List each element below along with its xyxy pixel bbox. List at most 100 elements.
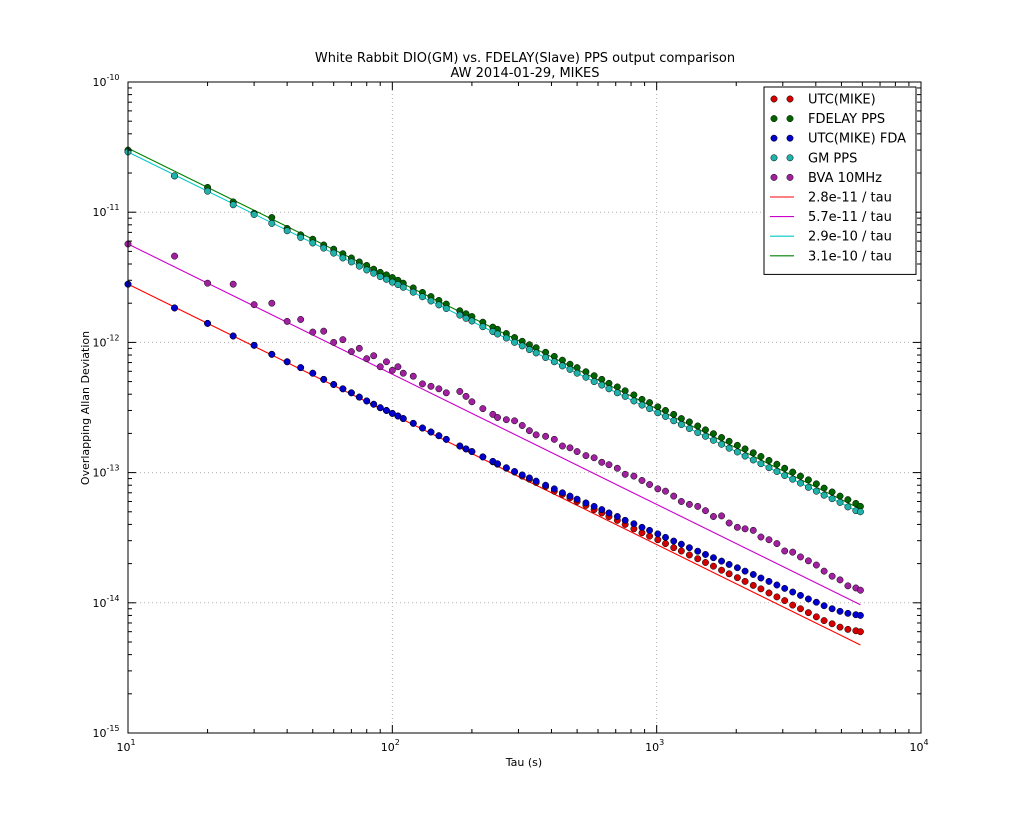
series-points — [124, 280, 864, 619]
legend-marker — [770, 95, 778, 103]
data-point — [797, 553, 804, 561]
chart-subtitle: AW 2014-01-29, MIKES — [450, 66, 599, 81]
data-point — [804, 483, 812, 491]
data-point — [613, 383, 621, 391]
data-point — [856, 508, 864, 516]
data-point — [685, 425, 693, 432]
data-point — [320, 327, 328, 335]
data-point — [812, 613, 820, 621]
data-point — [718, 512, 726, 520]
data-point — [820, 617, 828, 625]
legend-label: UTC(MIKE) FDA — [808, 132, 906, 147]
data-point — [376, 404, 384, 412]
data-point — [820, 567, 828, 575]
data-point — [399, 415, 407, 423]
data-point — [518, 471, 526, 479]
data-point — [741, 452, 749, 460]
data-point — [283, 358, 291, 366]
data-point — [613, 513, 621, 520]
data-point — [330, 381, 338, 388]
data-point — [518, 422, 526, 429]
data-point — [718, 434, 726, 441]
plot-frame — [127, 81, 922, 734]
data-point — [268, 219, 276, 227]
data-point — [804, 557, 812, 565]
data-point — [468, 317, 476, 325]
data-point — [468, 448, 476, 456]
data-point — [654, 485, 662, 493]
data-point — [702, 551, 709, 558]
x-axis-label: Tau (s) — [505, 756, 542, 769]
data-point — [370, 352, 378, 360]
data-point — [820, 602, 828, 610]
data-point — [725, 561, 733, 568]
data-point — [605, 461, 613, 469]
data-point — [677, 540, 685, 548]
data-point — [646, 526, 654, 534]
data-point — [363, 397, 371, 405]
data-point — [812, 598, 820, 606]
data-point — [613, 464, 621, 472]
data-point — [355, 393, 363, 401]
data-point — [494, 460, 501, 468]
data-point — [820, 484, 828, 492]
data-point — [363, 355, 371, 363]
data-point — [419, 380, 426, 388]
data-point — [725, 444, 733, 452]
data-point — [836, 607, 844, 615]
data-point — [598, 506, 606, 514]
data-point — [804, 595, 812, 603]
data-point — [654, 536, 662, 544]
data-point — [844, 503, 852, 511]
legend-marker — [770, 154, 778, 162]
data-point — [435, 301, 443, 309]
data-point — [435, 385, 443, 393]
data-point — [677, 415, 685, 423]
data-point — [494, 414, 501, 421]
data-point — [456, 311, 464, 319]
data-point — [229, 280, 237, 288]
data-point — [797, 605, 804, 613]
data-point — [694, 547, 702, 555]
data-point — [462, 392, 470, 400]
data-point — [781, 464, 789, 472]
data-point — [462, 314, 470, 322]
data-point — [204, 319, 212, 327]
data-point — [382, 275, 390, 283]
data-point — [812, 487, 820, 495]
data-point — [773, 581, 781, 589]
data-point — [646, 405, 654, 413]
data-point — [283, 227, 291, 235]
y-tick-label: 10-11 — [92, 203, 119, 219]
data-point — [638, 477, 646, 484]
data-point — [828, 495, 836, 503]
data-point — [309, 369, 317, 377]
data-point — [468, 398, 476, 406]
data-point — [694, 422, 702, 430]
data-point — [388, 409, 396, 417]
data-point — [268, 214, 276, 221]
data-point — [844, 496, 852, 504]
data-point — [462, 445, 470, 453]
data-point — [828, 605, 836, 613]
data-point — [677, 547, 685, 555]
data-point — [399, 283, 407, 291]
data-point — [229, 201, 237, 209]
data-point — [283, 317, 291, 325]
data-point — [558, 362, 566, 370]
data-point — [605, 509, 613, 517]
data-point — [511, 468, 519, 475]
data-point — [502, 334, 510, 342]
data-point — [844, 609, 852, 617]
data-point — [733, 574, 741, 582]
data-point — [347, 258, 355, 266]
data-point — [542, 432, 550, 440]
data-point — [718, 440, 726, 448]
data-point — [654, 403, 662, 411]
data-point — [320, 244, 328, 252]
data-point — [836, 623, 844, 631]
data-point — [765, 464, 773, 472]
legend-marker — [786, 134, 794, 142]
data-point — [582, 373, 590, 381]
data-point — [741, 445, 749, 453]
